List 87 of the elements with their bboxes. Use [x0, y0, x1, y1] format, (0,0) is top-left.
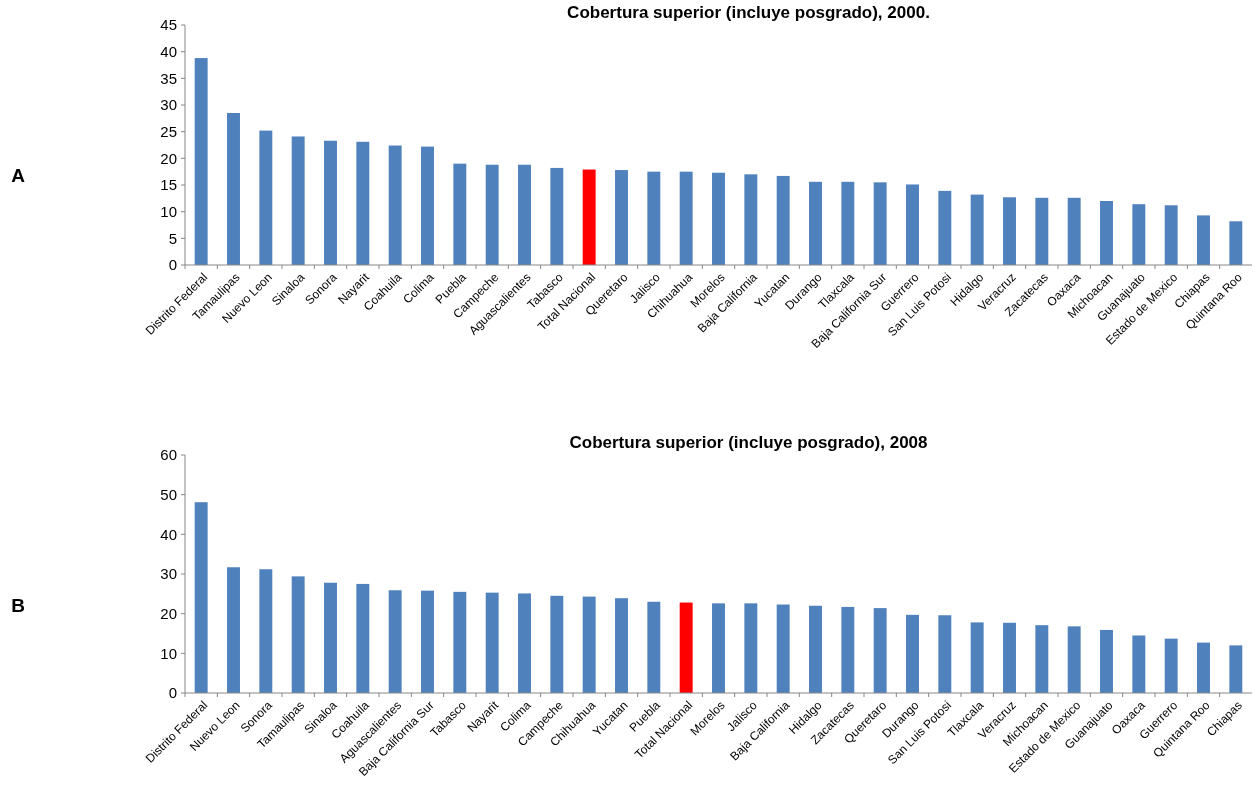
y-tick-label: 10: [160, 202, 177, 220]
bar: [1164, 638, 1178, 693]
y-tick-label: 40: [160, 42, 177, 60]
bar: [1035, 197, 1049, 265]
bar: [1003, 622, 1016, 693]
y-tick-label: 25: [160, 122, 177, 140]
y-tick-label: 10: [160, 644, 177, 662]
y-tick-label: 5: [168, 229, 177, 247]
bar: [970, 194, 984, 265]
bar: [776, 175, 790, 265]
bar: [615, 170, 628, 265]
bar: [291, 576, 305, 693]
y-tick-label: 35: [160, 69, 177, 87]
bar: [194, 502, 208, 693]
y-tick-label: 45: [160, 16, 177, 34]
text: A: [11, 165, 26, 186]
bar: [744, 174, 758, 265]
y-tick-label: 50: [160, 485, 177, 503]
bar: [970, 622, 984, 693]
chart-title: Cobertura superior (incluye posgrado), 2000.: [567, 3, 930, 22]
bar: [227, 113, 240, 265]
bar: [550, 167, 564, 265]
bar: [776, 604, 790, 693]
bar: [712, 603, 725, 693]
bar: [1100, 629, 1113, 693]
y-tick-label: 0: [168, 256, 177, 274]
bar: [1229, 645, 1243, 693]
bar: [938, 190, 952, 265]
bar: [485, 164, 499, 265]
bar: [518, 593, 531, 693]
bar: [1197, 642, 1210, 693]
bar: [841, 606, 855, 693]
y-tick-label: 60: [160, 446, 177, 464]
bar: [421, 146, 434, 265]
bar: [1132, 204, 1146, 265]
bar: [1003, 197, 1016, 265]
bar: [873, 608, 887, 693]
bar: [388, 145, 402, 265]
bar: [227, 567, 240, 693]
bar: [1197, 215, 1210, 265]
bar: [194, 58, 208, 265]
bar: [356, 583, 370, 693]
bar: [582, 169, 596, 265]
bar: [1100, 201, 1113, 265]
bar: [291, 136, 305, 265]
bar: [453, 591, 467, 693]
bar: [453, 163, 467, 265]
bar: [1067, 197, 1081, 265]
bar: [1132, 635, 1146, 693]
bar: [841, 181, 855, 265]
bar: [1164, 205, 1178, 265]
bar: [744, 603, 758, 693]
bar: [679, 171, 693, 265]
bar: [712, 172, 725, 265]
bar: [647, 601, 661, 693]
bar: [938, 615, 952, 693]
text: B: [11, 595, 25, 616]
bar: [582, 596, 596, 693]
bar: [324, 140, 337, 265]
bar: [906, 614, 919, 693]
y-tick-label: 0: [168, 684, 177, 702]
y-tick-label: 15: [160, 176, 177, 194]
y-tick-label: 30: [160, 565, 177, 583]
bar: [1229, 221, 1243, 265]
bar: [809, 181, 822, 265]
bar: [615, 598, 628, 693]
y-tick-label: 20: [160, 604, 177, 622]
y-tick-label: 30: [160, 96, 177, 114]
bar: [647, 171, 661, 265]
bar: [1035, 625, 1049, 693]
bar: [485, 592, 499, 693]
bar: [679, 602, 693, 693]
y-tick-label: 20: [160, 149, 177, 167]
bar: [550, 595, 564, 693]
bar: [873, 182, 887, 265]
bar: [259, 130, 273, 265]
bar: [809, 605, 822, 693]
chart-title: Cobertura superior (incluye posgrado), 2008: [569, 433, 928, 452]
bar: [356, 141, 370, 265]
bar: [421, 590, 434, 693]
bar: [906, 184, 919, 265]
bar: [388, 590, 402, 693]
bar: [518, 164, 531, 265]
y-tick-label: 40: [160, 525, 177, 543]
bar: [324, 582, 337, 693]
bar: [259, 569, 273, 693]
bar: [1067, 626, 1081, 693]
